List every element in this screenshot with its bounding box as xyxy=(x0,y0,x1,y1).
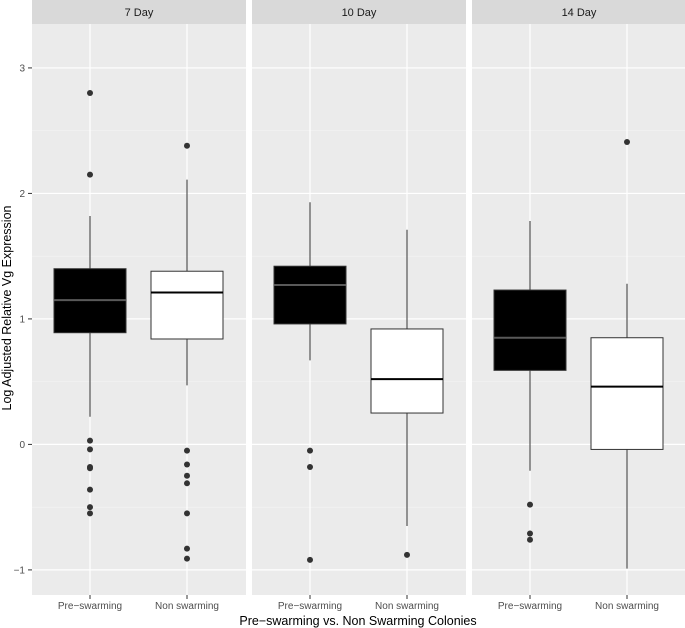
outlier-point xyxy=(307,556,313,563)
x-tick-label: Non swarming xyxy=(595,601,659,612)
y-tick-label: 2 xyxy=(19,189,25,200)
outlier-point xyxy=(87,465,93,472)
x-tick-label: Pre−swarming xyxy=(498,601,562,612)
outlier-point xyxy=(87,504,93,511)
facet-strip xyxy=(32,0,246,24)
box-body xyxy=(493,289,567,371)
outlier-point xyxy=(527,536,533,543)
facet-strip-label: 14 Day xyxy=(562,7,597,19)
box-pre-swarming xyxy=(53,90,127,517)
outlier-point xyxy=(624,138,630,145)
y-tick-label: 1 xyxy=(19,314,25,325)
outlier-point xyxy=(307,447,313,454)
outlier-point xyxy=(184,555,190,562)
facet-strip xyxy=(252,0,466,24)
outlier-point xyxy=(87,437,93,444)
outlier-point xyxy=(184,461,190,468)
box-pre-swarming xyxy=(493,221,567,543)
facet-strip-label: 10 Day xyxy=(342,7,377,19)
box-body xyxy=(370,328,444,414)
outlier-point xyxy=(404,551,410,558)
box-body xyxy=(150,270,224,340)
y-tick-label: −1 xyxy=(14,565,26,576)
outlier-point xyxy=(87,510,93,517)
x-tick-label: Non swarming xyxy=(375,601,439,612)
y-axis-title: Log Adjusted Relative Vg Expression xyxy=(0,205,14,410)
box-non-swarming xyxy=(150,142,224,562)
outlier-point xyxy=(527,530,533,537)
facet-panel: 10 Day Pre−swarming Non swarming xyxy=(252,0,466,612)
outlier-point xyxy=(184,472,190,479)
box-non-swarming xyxy=(370,229,444,558)
y-tick-label: 0 xyxy=(19,440,25,451)
x-axis-title: Pre−swarming vs. Non Swarming Colonies xyxy=(239,614,476,628)
box-body xyxy=(273,265,347,325)
facet-strip-label: 7 Day xyxy=(125,7,154,19)
box-pre-swarming xyxy=(273,202,347,563)
outlier-point xyxy=(184,447,190,454)
outlier-point xyxy=(87,90,93,97)
x-tick-label: Pre−swarming xyxy=(58,601,122,612)
outlier-point xyxy=(307,463,313,470)
x-tick-label: Non swarming xyxy=(155,601,219,612)
facet-panels: 7 Day Pre−swarming Non swarming 10 Day Pre−s… xyxy=(32,0,685,612)
outlier-point xyxy=(184,142,190,149)
facet-panel: 7 Day Pre−swarming Non swarming xyxy=(32,0,246,612)
facet-panel: 14 Day Pre−swarming Non swarming xyxy=(472,0,685,612)
outlier-point xyxy=(184,510,190,517)
box-body xyxy=(590,337,664,450)
outlier-point xyxy=(184,545,190,552)
outlier-point xyxy=(184,480,190,487)
outlier-point xyxy=(87,171,93,178)
box-non-swarming xyxy=(590,138,664,569)
facet-strip xyxy=(472,0,685,24)
x-tick-label: Pre−swarming xyxy=(278,601,342,612)
outlier-point xyxy=(527,501,533,508)
outlier-point xyxy=(87,486,93,493)
outlier-point xyxy=(87,446,93,453)
y-tick-label: 3 xyxy=(19,63,25,74)
y-axis: −1 0 1 2 3 xyxy=(14,63,32,576)
